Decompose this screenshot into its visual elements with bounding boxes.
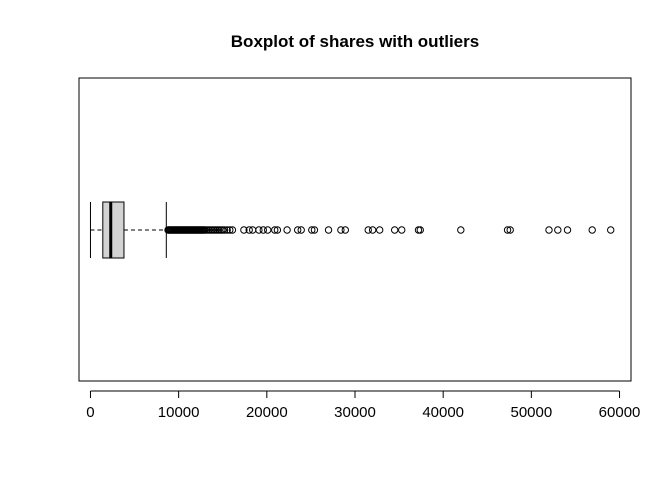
outlier-point bbox=[375, 226, 384, 234]
outlier-point bbox=[297, 226, 305, 234]
outlier-point bbox=[416, 226, 424, 234]
outlier-point bbox=[226, 226, 234, 234]
outlier-point bbox=[264, 226, 272, 234]
outlier-point bbox=[310, 226, 319, 234]
outlier-point bbox=[554, 226, 562, 234]
outlier-point bbox=[240, 226, 248, 234]
x-tick-label: 10000 bbox=[158, 404, 200, 421]
outlier-point bbox=[390, 226, 399, 234]
x-tick-label: 60000 bbox=[599, 404, 641, 421]
outlier-point bbox=[308, 226, 316, 234]
chart-title: Boxplot of shares with outliers bbox=[231, 32, 479, 51]
boxplot-box bbox=[89, 201, 167, 259]
outlier-point bbox=[607, 226, 615, 234]
outlier-point bbox=[368, 226, 377, 234]
outlier-point bbox=[337, 226, 345, 234]
x-tick-label: 50000 bbox=[510, 404, 552, 421]
x-tick-label: 20000 bbox=[246, 404, 288, 421]
x-tick-label: 40000 bbox=[422, 404, 464, 421]
outlier-point bbox=[324, 226, 333, 234]
outlier-points bbox=[164, 226, 615, 234]
outlier-point bbox=[457, 226, 465, 234]
outlier-point bbox=[364, 226, 372, 234]
outlier-point bbox=[506, 226, 514, 234]
x-tick-label: 0 bbox=[86, 404, 94, 421]
outlier-point bbox=[398, 226, 406, 234]
outlier-point bbox=[259, 226, 267, 234]
outlier-point bbox=[223, 226, 231, 234]
outlier-point bbox=[588, 226, 596, 234]
plot-frame bbox=[78, 77, 632, 382]
x-axis: 0 10000 20000 30000 40000 50000 60000 bbox=[86, 390, 641, 421]
outlier-point bbox=[245, 226, 253, 234]
outlier-point bbox=[228, 226, 237, 234]
outlier-point bbox=[503, 226, 512, 234]
outlier-point bbox=[255, 226, 263, 234]
x-tick-label: 30000 bbox=[334, 404, 376, 421]
outlier-point bbox=[293, 226, 302, 234]
outlier-point bbox=[271, 226, 279, 234]
interquartile-box bbox=[102, 201, 125, 259]
outlier-point bbox=[545, 226, 553, 234]
outlier-point bbox=[283, 226, 291, 234]
outlier-point bbox=[341, 226, 350, 234]
outlier-point bbox=[563, 226, 572, 234]
outlier-point bbox=[220, 226, 229, 234]
outlier-point bbox=[273, 226, 282, 234]
